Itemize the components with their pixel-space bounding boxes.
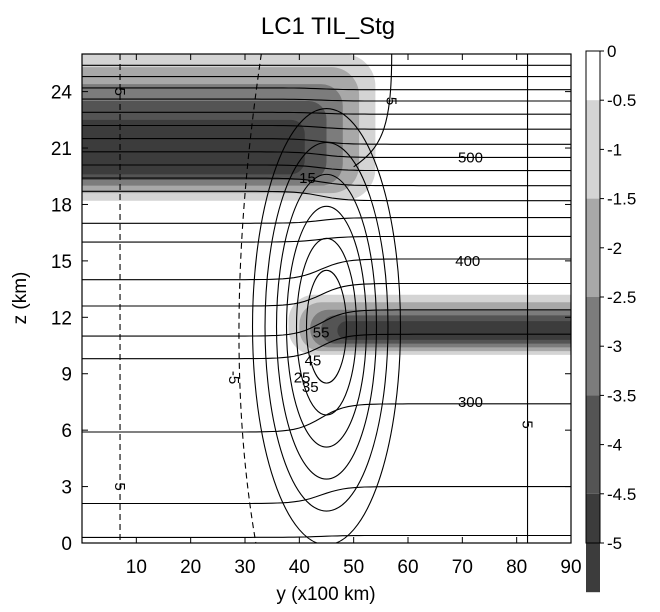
y-tick-label: 15: [51, 252, 72, 273]
contour-line: [82, 282, 571, 307]
contour-line: [82, 333, 571, 360]
contour-line: [82, 486, 571, 505]
contour-label: 500: [458, 149, 483, 166]
jet-contour: [275, 173, 378, 480]
colorbar-band: [586, 297, 600, 396]
y-tick-label: 12: [51, 308, 72, 329]
x-tick-label: 30: [234, 557, 255, 578]
contour-label: 15: [299, 170, 316, 187]
contour-line: [82, 87, 571, 91]
colorbar-label: -4.5: [607, 485, 636, 504]
x-tick-label: 10: [126, 557, 147, 578]
colorbar-label: -1.5: [607, 190, 636, 209]
shade-upper-band: [82, 119, 305, 175]
y-tick-label: 9: [61, 365, 72, 386]
colorbar-label: -5: [607, 534, 622, 553]
x-tick-label: 90: [560, 557, 581, 578]
colorbar-label: -4: [607, 436, 622, 455]
contour-label: 5: [111, 482, 128, 490]
contour-line: [82, 190, 571, 202]
contour-line: [82, 217, 571, 224]
x-tick-label: 80: [506, 557, 527, 578]
contour-label: 5: [111, 87, 128, 95]
colorbar-label: -2: [607, 239, 622, 258]
colorbar-label: -0.5: [607, 91, 636, 110]
contour-line: [82, 177, 571, 187]
y-tick-label: 18: [51, 195, 72, 216]
contour-line: [82, 164, 571, 172]
contour-line: [82, 534, 571, 538]
y-tick-label: 3: [61, 478, 72, 499]
jet-contour: [305, 269, 348, 384]
contour-line: [82, 124, 571, 130]
colorbar-label: 0: [607, 42, 616, 61]
x-axis-label: y (x100 km): [276, 584, 375, 605]
x-tick-label: 20: [180, 557, 201, 578]
colorbar-label: -2.5: [607, 288, 636, 307]
contour-5-upper: [353, 54, 393, 168]
contour-line: [82, 258, 571, 281]
plot-frame: [81, 53, 572, 544]
y-axis-label: z (km): [10, 272, 31, 325]
contour-line: [82, 151, 571, 158]
x-tick-label: 50: [343, 557, 364, 578]
contour-label: -5: [225, 371, 242, 384]
y-tick-label: 0: [61, 534, 72, 555]
x-tick-label: 60: [397, 557, 418, 578]
chart-title: LC1 TIL_Stg: [261, 13, 395, 40]
contour-line: [82, 98, 571, 102]
contour-label: 55: [313, 324, 330, 341]
contour-lines: [82, 54, 571, 543]
contour-label: 300: [458, 394, 483, 411]
y-axis: 0 3 6 9 12 15 18 21 24: [51, 83, 571, 555]
colorbar: 0 -0.5 -1 -1.5 -2 -2.5 -3 -3.5 -4 -4.5 -5: [585, 42, 636, 593]
y-tick-label: 6: [61, 421, 72, 442]
y-tick-label: 21: [51, 139, 72, 160]
colorbar-label: -3: [607, 337, 622, 356]
colorbar-band: [586, 198, 600, 297]
jet-contour: [285, 205, 368, 448]
x-tick-label: 70: [452, 557, 473, 578]
colorbar-label: -3.5: [607, 386, 636, 405]
shade-lower-band: [337, 321, 571, 340]
jet-contour: [264, 141, 389, 512]
contour-label: 35: [302, 379, 319, 396]
contour-neg-5: [238, 54, 262, 543]
contour-label: 5: [519, 420, 536, 428]
jet-contour: [295, 237, 358, 416]
contour-label: 25: [294, 369, 311, 386]
jet-contour: [251, 108, 402, 543]
y-tick-label: 24: [51, 83, 73, 104]
contour-line: [82, 309, 571, 337]
contour-label: 400: [455, 253, 480, 270]
colorbar-band: [586, 51, 600, 101]
colorbar-band: [586, 100, 600, 199]
colorbar-label: -1: [607, 140, 622, 159]
contour-line: [82, 111, 571, 115]
x-tick-label: 40: [289, 557, 310, 578]
x-axis: 10 20 30 40 50 60 70 80 90: [126, 54, 582, 578]
contour-label: 45: [305, 353, 322, 370]
contour-label: 5: [383, 97, 400, 105]
colorbar-band: [586, 395, 600, 494]
